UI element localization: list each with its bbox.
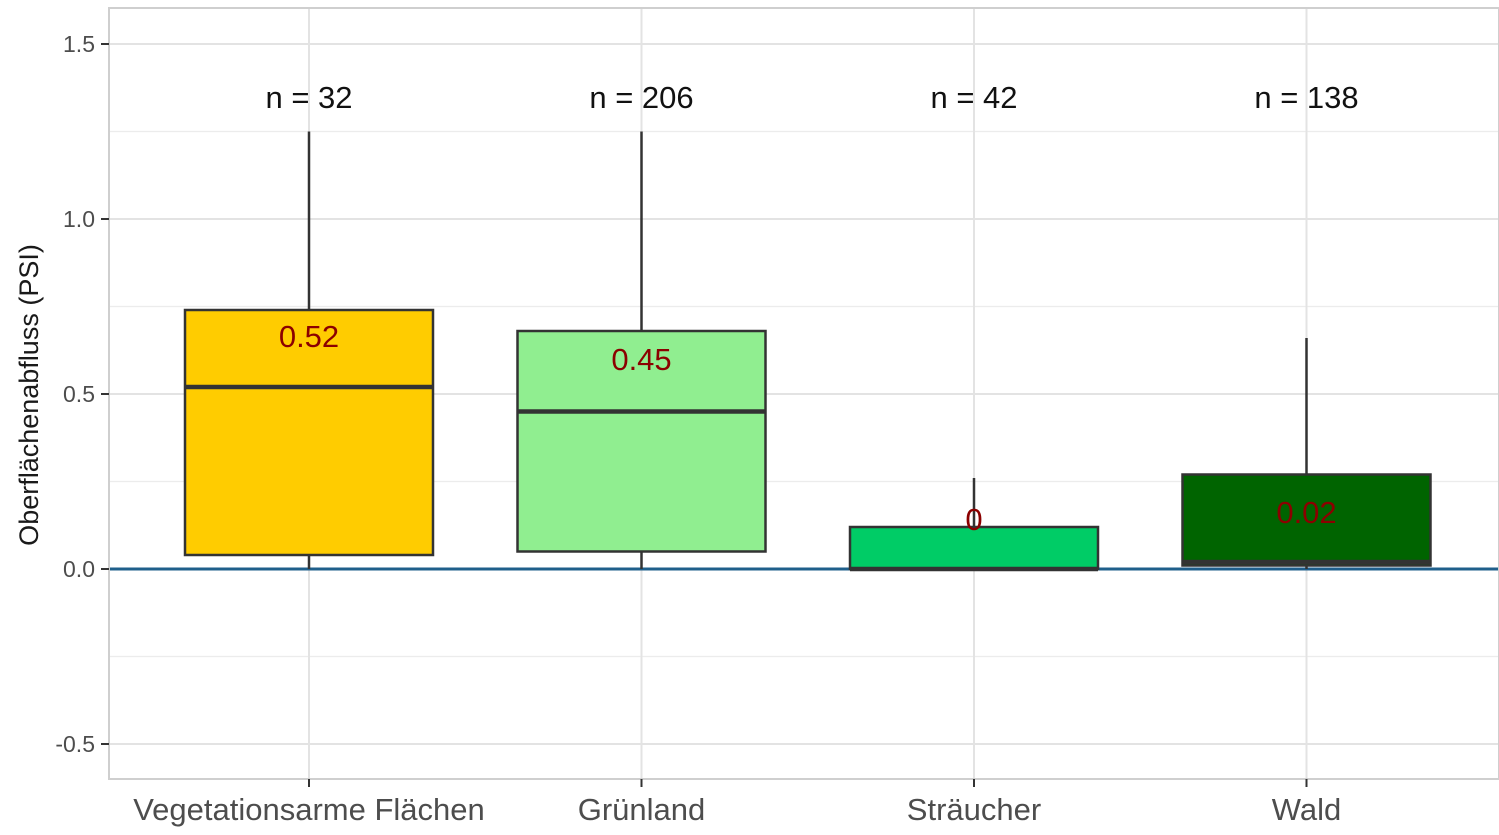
y-tick-label: 1.5 (63, 31, 95, 57)
x-tick-label: Vegetationsarme Flächen (133, 792, 485, 827)
median-value-label: 0.52 (279, 319, 339, 354)
sample-size-label: n = 138 (1254, 80, 1358, 115)
box (848, 525, 1100, 571)
sample-size-label: n = 206 (589, 80, 693, 115)
x-tick-label: Sträucher (907, 792, 1041, 827)
boxes-group (183, 131, 1432, 572)
median-value-label: 0.45 (611, 342, 671, 377)
axes-group: -0.5 0.0 0.5 1.0 1.5 Vegetationsarme Flächen G… (55, 7, 1499, 827)
labels-group: n = 32 0.52 n = 206 0.45 n = 42 0 n = 138 0.02 (265, 80, 1358, 537)
sample-size-label: n = 32 (265, 80, 352, 115)
x-tick-label: Grünland (578, 792, 706, 827)
median-value-label: 0 (965, 502, 982, 537)
y-tick-label: -0.5 (55, 731, 95, 757)
y-axis-title: Oberflächenabfluss (PSI) (14, 244, 44, 546)
y-tick-label: 0.5 (63, 381, 95, 407)
box (1181, 473, 1432, 567)
sample-size-label: n = 42 (930, 80, 1017, 115)
box (516, 329, 767, 553)
y-tick-label: 1.0 (63, 206, 95, 232)
x-tick-label: Wald (1272, 792, 1341, 827)
box (183, 308, 435, 557)
median-value-label: 0.02 (1276, 495, 1336, 530)
y-tick-label: 0.0 (63, 556, 95, 582)
